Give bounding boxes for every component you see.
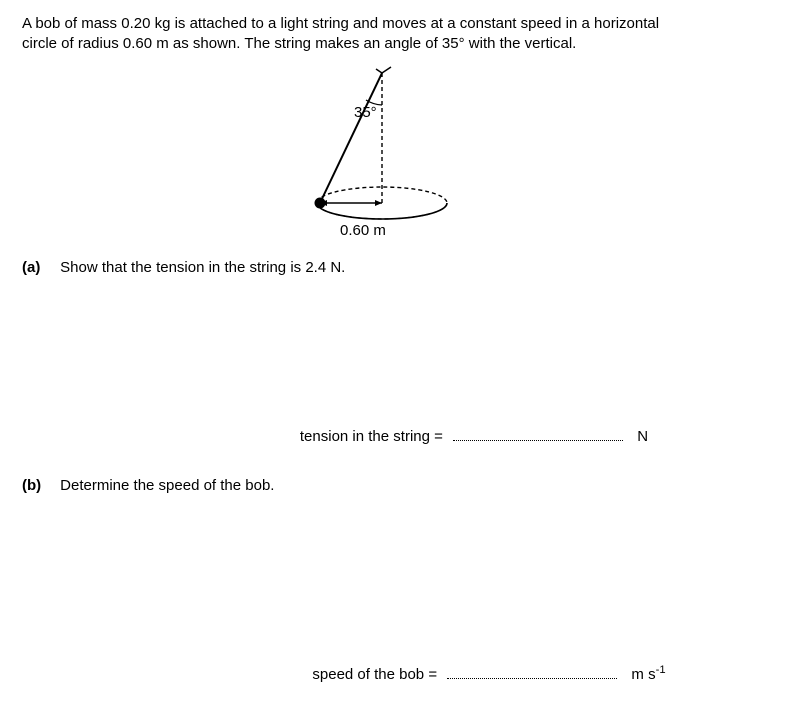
apex-tick — [376, 69, 382, 73]
bob — [315, 197, 326, 208]
tension-answer-label: tension in the string = — [300, 428, 443, 445]
part-b-label: (b) — [22, 477, 56, 494]
speed-answer-blank[interactable] — [447, 664, 617, 679]
conical-pendulum-diagram: 35° 0.60 m — [282, 63, 482, 253]
part-a: (a) Show that the tension in the string … — [22, 259, 766, 276]
part-a-label: (a) — [22, 259, 56, 276]
angle-label: 35° — [354, 104, 377, 121]
problem-line-1: A bob of mass 0.20 kg is attached to a l… — [22, 15, 659, 32]
radius-label: 0.60 m — [340, 222, 386, 239]
part-b: (b) Determine the speed of the bob. — [22, 477, 766, 494]
apex-tick — [382, 67, 391, 73]
circle-front-arc — [317, 203, 447, 219]
part-a-text: Show that the tension in the string is 2… — [60, 259, 345, 276]
diagram-container: 35° 0.60 m — [22, 63, 766, 253]
problem-statement: A bob of mass 0.20 kg is attached to a l… — [22, 14, 766, 55]
radius-arrowhead-right — [375, 200, 382, 206]
speed-answer-label: speed of the bob = — [312, 666, 437, 683]
part-b-answer-row: speed of the bob = m s-1 — [22, 664, 766, 683]
problem-line-2: circle of radius 0.60 m as shown. The st… — [22, 35, 576, 52]
tension-unit: N — [637, 428, 648, 445]
string-line — [320, 73, 382, 203]
part-b-text: Determine the speed of the bob. — [60, 477, 274, 494]
part-a-answer-row: tension in the string = N — [22, 426, 766, 445]
speed-unit: m s-1 — [631, 666, 665, 683]
tension-answer-blank[interactable] — [453, 426, 623, 441]
